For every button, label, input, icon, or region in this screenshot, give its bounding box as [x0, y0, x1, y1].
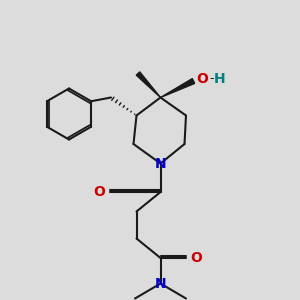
Text: N: N [155, 277, 166, 290]
Text: H: H [214, 72, 226, 86]
Text: -: - [209, 72, 214, 86]
Text: O: O [196, 72, 208, 86]
Text: O: O [190, 251, 202, 265]
Text: N: N [155, 157, 166, 170]
Text: O: O [93, 185, 105, 199]
Polygon shape [136, 72, 161, 98]
Polygon shape [160, 79, 195, 98]
